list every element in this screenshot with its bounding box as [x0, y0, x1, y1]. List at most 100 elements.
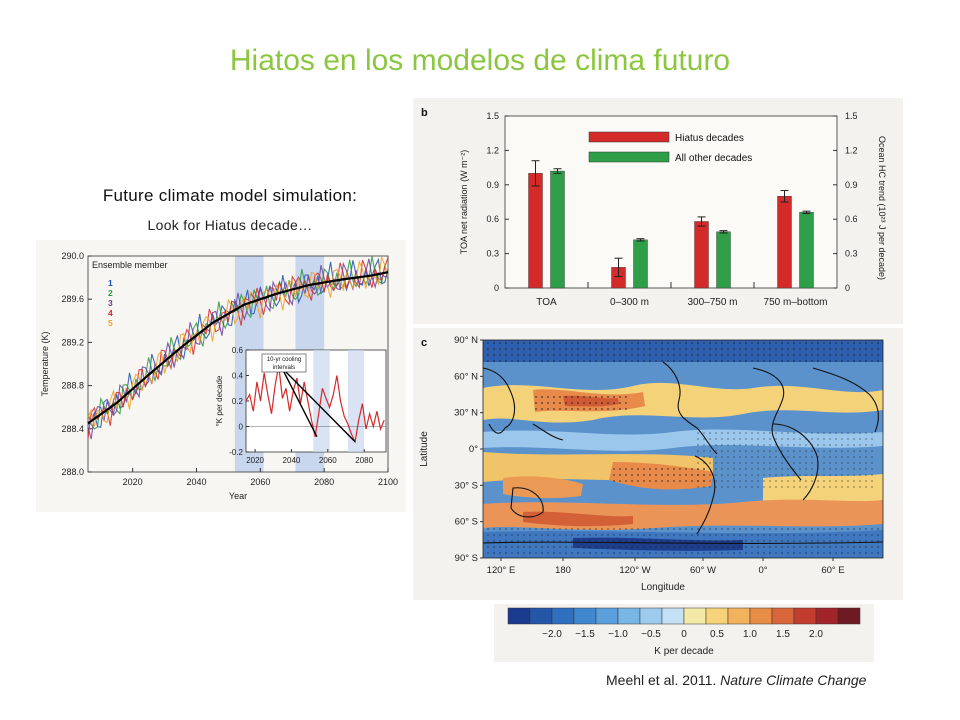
y-right-tick-label: 0.3 [845, 249, 858, 259]
legend-entry: Hiatus decades [675, 133, 744, 144]
lon-tick-label: 120° W [619, 565, 650, 576]
x-tick-label: 2100 [378, 477, 398, 487]
plot-frame [87, 255, 389, 473]
x-tick-label: 0–300 m [610, 297, 649, 308]
y-tick-label: 288.8 [61, 381, 84, 391]
citation-journal: Nature Climate Change [720, 672, 867, 688]
colorbar-cell [793, 607, 817, 625]
colorbar-tick-label: −1.5 [575, 629, 595, 640]
lat-tick-label: 90° N [454, 335, 478, 346]
y-tick-label: 0.3 [486, 249, 499, 259]
legend-entry: 3 [108, 298, 113, 308]
x-tick-label: 300–750 m [687, 297, 737, 308]
legend-entry: 5 [108, 318, 113, 328]
colorbar: −2.0 −1.5 −1.0 −0.5 0 0.5 1.0 1.5 2.0 K per decad… [494, 604, 874, 662]
inset-y-tick-label: -0.2 [229, 448, 243, 457]
legend-entry: All other decades [675, 153, 752, 164]
y-right-tick-label: 0 [845, 283, 850, 293]
bar-chart-panel-b: b 0 0 0.3 0.3 0.6 0.6 0.9 0.9 1.2 1.2 1.5 1.5 TOA net… [413, 98, 903, 324]
colorbar-cell [551, 607, 575, 625]
map-field [483, 340, 883, 558]
y-right-tick-label: 1.2 [845, 145, 858, 155]
bar [799, 212, 814, 289]
ensemble-member-line [87, 257, 389, 439]
trend-map-panel-c: c 90° N 60° N 30° N 0° 30° S 60° S 90° S 120° E 1… [413, 328, 903, 600]
bar [550, 170, 565, 289]
slide-title: Hiatos en los modelos de clima futuro [229, 44, 731, 77]
ensemble-mean-line [87, 271, 389, 425]
y-tick-label: 0.9 [486, 180, 499, 190]
inset-y-tick-label: 0 [239, 423, 244, 432]
colorbar-tick-label: 1.5 [776, 629, 790, 640]
inset-annotation-line1: 10-yr cooling [267, 357, 301, 363]
figure-caption-title: Future climate model simulation: [102, 186, 358, 205]
lat-tick-label: 30° S [455, 480, 478, 491]
lat-tick-label: 60° N [454, 371, 478, 382]
inset-arrow [283, 371, 318, 438]
colorbar-label: K per decade [654, 646, 714, 657]
y-axis-label: Latitude [419, 431, 430, 467]
inset-x-tick-label: 2060 [319, 456, 337, 465]
lat-tick-label: 90° S [455, 553, 478, 564]
y-tick-label: 289.6 [61, 294, 84, 304]
inset-x-tick-label: 2020 [246, 456, 264, 465]
inset-y-tick-label: 0.6 [232, 346, 244, 355]
legend-title: Ensemble member [92, 260, 168, 270]
y-right-tick-label: 0.9 [845, 180, 858, 190]
y-tick-label: 1.5 [486, 111, 499, 121]
colorbar-tick-label: −1.0 [608, 629, 628, 640]
lat-tick-label: 30° N [454, 408, 478, 419]
bar [694, 221, 709, 289]
figure-caption-note: Look for Hiatus decade… [147, 217, 313, 233]
y-tick-label: 288.0 [61, 467, 84, 477]
x-tick-label: 2080 [314, 477, 334, 487]
panel-label: b [421, 107, 428, 119]
legend-swatch [588, 131, 670, 143]
y-right-tick-label: 0.6 [845, 214, 858, 224]
colorbar-cell [683, 607, 707, 625]
colorbar-cell [749, 607, 773, 625]
legend-entry: 4 [108, 308, 113, 318]
y-right-tick-label: 1.5 [845, 111, 858, 121]
inset-annotation-line2: intervals [273, 365, 295, 371]
colorbar-cell [595, 607, 619, 625]
colorbar-cell [837, 607, 861, 625]
legend-entry: 2 [108, 288, 113, 298]
lon-tick-label: 0° [758, 565, 767, 576]
x-axis-label: Longitude [641, 582, 685, 593]
colorbar-cell [727, 607, 751, 625]
ensemble-member-line [87, 256, 389, 427]
bar [777, 196, 792, 289]
x-tick-label: TOA [536, 297, 557, 308]
colorbar-cell [617, 607, 641, 625]
colorbar-tick-label: 0.5 [710, 629, 724, 640]
y-tick-label: 0.6 [486, 214, 499, 224]
y-tick-label: 1.2 [486, 145, 499, 155]
lon-tick-label: 60° W [690, 565, 716, 576]
x-tick-label: 750 m–bottom [764, 297, 828, 308]
bar [528, 173, 543, 289]
colorbar-cell [661, 607, 685, 625]
lon-tick-label: 120° E [487, 565, 516, 576]
y-axis-label: TOA net radiation (W m⁻²) [459, 150, 469, 255]
x-tick-label: 2040 [186, 477, 206, 487]
lat-tick-label: 0° [469, 444, 478, 455]
bar [633, 239, 648, 289]
legend-swatch [588, 151, 670, 163]
lon-tick-label: 60° E [821, 565, 844, 576]
x-axis-label: Year [229, 491, 247, 501]
colorbar-tick-label: −2.0 [542, 629, 562, 640]
lat-tick-label: 60° S [455, 517, 478, 528]
inset-arrow [285, 371, 356, 443]
y-tick-label: 0 [494, 283, 499, 293]
colorbar-cell [529, 607, 553, 625]
y-tick-label: 290.0 [61, 251, 84, 261]
colorbar-tick-label: 2.0 [809, 629, 823, 640]
bar [716, 231, 731, 289]
panel-label: c [421, 337, 427, 349]
colorbar-tick-label: 0 [681, 629, 687, 640]
y-tick-label: 288.4 [61, 424, 84, 434]
lon-tick-label: 180 [555, 565, 571, 576]
inset-x-tick-label: 2040 [283, 456, 301, 465]
